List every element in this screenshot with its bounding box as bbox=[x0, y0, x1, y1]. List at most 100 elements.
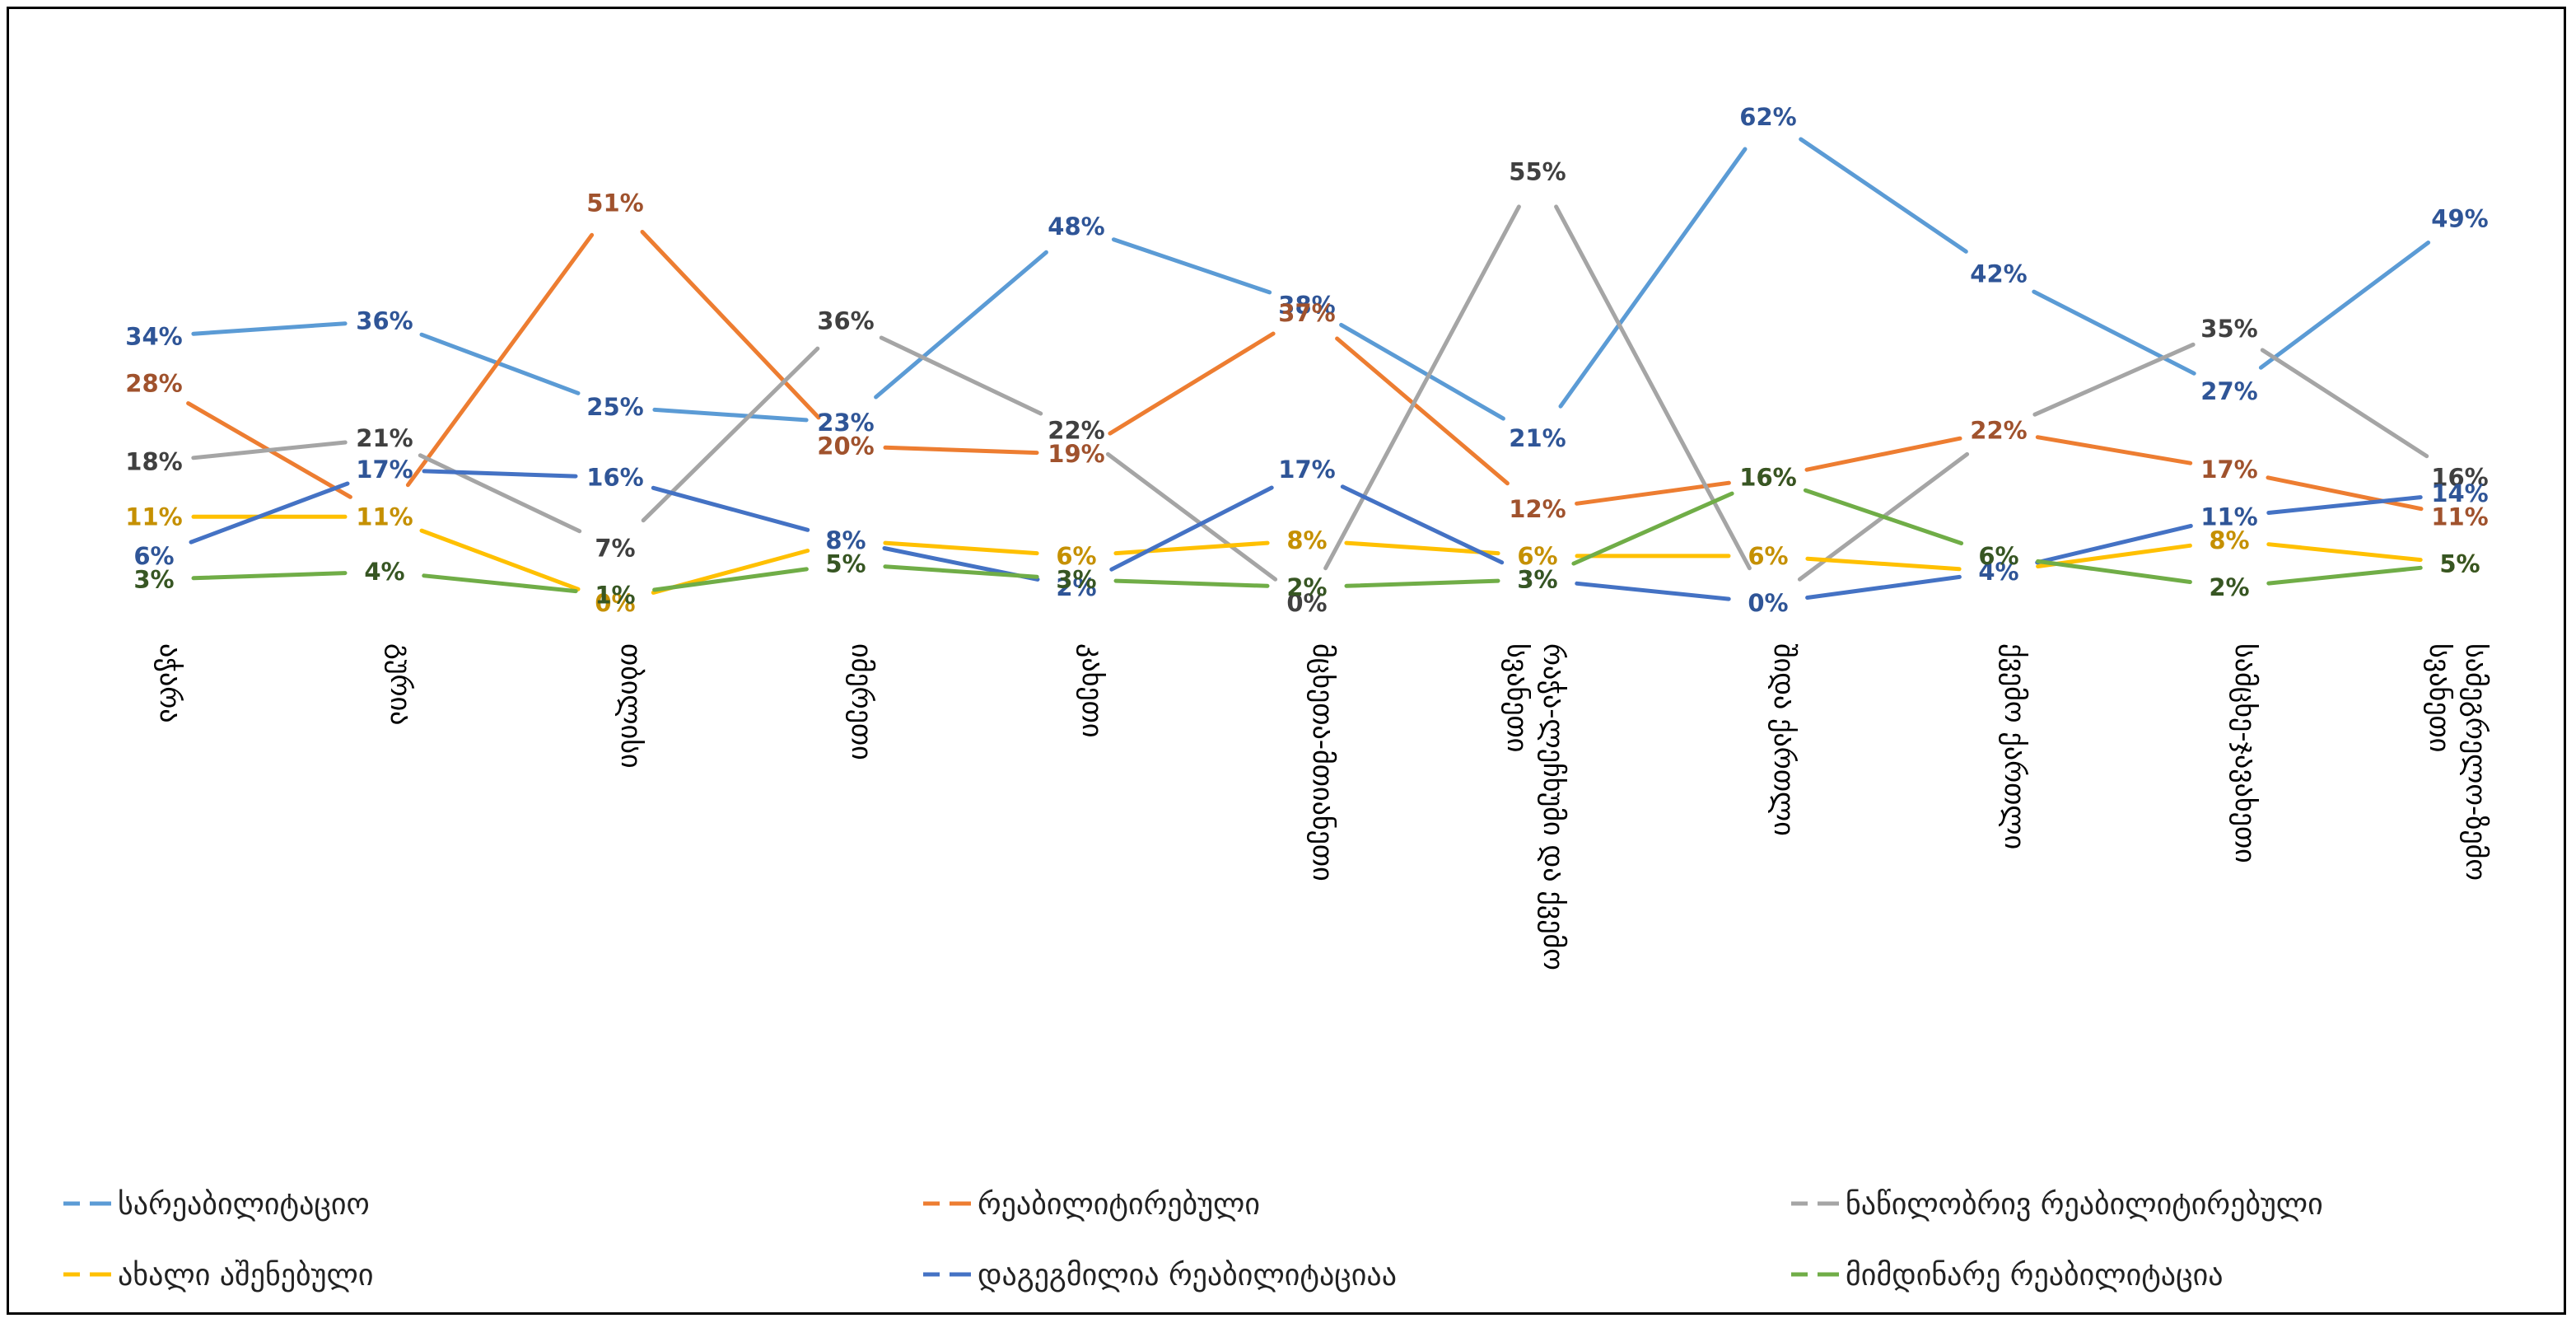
data-label: 34% bbox=[125, 322, 182, 350]
data-label: 1% bbox=[595, 581, 635, 609]
data-label: 36% bbox=[356, 306, 413, 334]
data-label: 42% bbox=[1970, 259, 2027, 288]
data-label: 21% bbox=[1509, 424, 1566, 452]
x-axis: აჭარა გურია თბილისი იმერეთი კახეთი მცხეთა-მთი… bbox=[153, 643, 2492, 970]
data-label: 48% bbox=[1048, 213, 1104, 241]
data-label: 8% bbox=[2209, 526, 2249, 554]
series-0-segment-9 bbox=[2258, 241, 2431, 370]
legend-item-4: დაგეგმილია რეაბილიტაციაა bbox=[923, 1259, 1397, 1293]
series-0-segment-4 bbox=[1111, 237, 1272, 295]
series-lines bbox=[186, 137, 2431, 601]
series-3-segment-1 bbox=[419, 528, 581, 591]
data-label: 25% bbox=[586, 393, 643, 421]
data-label: 5% bbox=[2439, 549, 2480, 577]
series-5-segment-0 bbox=[191, 571, 348, 581]
series-5-segment-2 bbox=[652, 567, 809, 592]
series-line-5 bbox=[191, 488, 2423, 594]
data-label: 28% bbox=[125, 370, 182, 398]
data-label: 62% bbox=[1739, 103, 1796, 131]
data-label: 16% bbox=[2431, 464, 2488, 492]
series-5-segment-1 bbox=[422, 573, 578, 594]
data-label: 22% bbox=[1048, 417, 1104, 445]
legend-item-0: სარეაბილიტაციო bbox=[63, 1188, 370, 1222]
data-label: 11% bbox=[2200, 503, 2257, 531]
data-label: 11% bbox=[356, 503, 413, 531]
legend-label: ნაწილობრივ რეაბილიტირებული bbox=[1846, 1188, 2323, 1222]
series-2-segment-2 bbox=[641, 346, 820, 523]
series-line-0 bbox=[191, 137, 2431, 423]
series-2-segment-1 bbox=[418, 453, 582, 534]
data-label: 22% bbox=[1970, 417, 2027, 445]
series-line-2 bbox=[191, 204, 2429, 582]
x-tick-label: რაჭა-ლეჩხუმი და ქვემოსვანეთი bbox=[1500, 643, 1570, 970]
series-4-segment-2 bbox=[651, 485, 810, 532]
series-4-segment-7 bbox=[1805, 574, 1962, 600]
x-tick-label: ქვემო ქართლი bbox=[1998, 643, 2031, 849]
x-tick-label: იმერეთი bbox=[845, 643, 878, 760]
data-label: 16% bbox=[1739, 464, 1796, 492]
legend-label: მიმდინარე რეაბილიტაცია bbox=[1846, 1259, 2224, 1293]
line-chart: 34% 36% 25% 23% 48% 38% 21% 62% 42% 27% 49% 28% 51% 2… bbox=[63, 103, 2492, 1293]
data-labels: 34% 36% 25% 23% 48% 38% 21% 62% 42% 27% 49% 28% 51% 2… bbox=[125, 103, 2488, 617]
data-label: 7% bbox=[595, 534, 635, 562]
series-2-segment-9 bbox=[2260, 348, 2429, 459]
x-tick-label: აჭარა bbox=[153, 643, 186, 723]
series-5-segment-7 bbox=[1803, 488, 1964, 545]
data-label: 18% bbox=[125, 448, 182, 476]
data-label: 3% bbox=[1517, 565, 1557, 593]
data-label: 8% bbox=[825, 526, 866, 554]
data-label: 3% bbox=[133, 565, 174, 593]
series-1-segment-1 bbox=[405, 232, 595, 488]
series-line-1 bbox=[186, 230, 2424, 512]
data-label: 27% bbox=[2200, 377, 2257, 405]
x-tick-label: სამეგრელო-ზემოსვანეთი bbox=[2423, 643, 2492, 881]
data-label: 49% bbox=[2431, 205, 2488, 233]
series-3-segment-4 bbox=[1113, 540, 1270, 556]
data-label: 35% bbox=[2200, 315, 2257, 343]
series-0-segment-8 bbox=[2032, 289, 2196, 376]
data-label: 16% bbox=[586, 464, 643, 492]
data-label: 5% bbox=[2439, 549, 2480, 577]
data-label: 4% bbox=[364, 558, 404, 586]
legend-label: დაგეგმილია რეაბილიტაციაა bbox=[978, 1259, 1397, 1293]
series-5-segment-8 bbox=[2036, 559, 2192, 584]
x-tick-label: თბილისი bbox=[614, 643, 647, 769]
series-5-segment-9 bbox=[2266, 565, 2423, 586]
x-tick-label: შიდა ქართლი bbox=[1767, 643, 1800, 836]
x-tick-label: სამცხე-ჯავახეთი bbox=[2228, 643, 2261, 863]
series-0-segment-6 bbox=[1558, 147, 1748, 409]
series-3-segment-3 bbox=[883, 540, 1039, 556]
data-label: 16% bbox=[1739, 464, 1796, 492]
series-3-segment-7 bbox=[1805, 556, 1962, 572]
legend-item-5: მიმდინარე რეაბილიტაცია bbox=[1791, 1259, 2224, 1293]
series-line-4 bbox=[189, 469, 2423, 601]
data-label: 17% bbox=[1278, 456, 1335, 484]
data-label: 23% bbox=[817, 409, 874, 437]
data-label: 6% bbox=[1978, 542, 2018, 570]
series-3-segment-5 bbox=[1344, 540, 1500, 556]
x-tick-label: გურია bbox=[384, 643, 417, 725]
data-label: 36% bbox=[817, 306, 874, 334]
series-4-segment-8 bbox=[2035, 523, 2193, 565]
data-label: 51% bbox=[586, 189, 643, 217]
series-1-segment-5 bbox=[1335, 336, 1510, 486]
series-4-segment-9 bbox=[2266, 495, 2423, 515]
data-label: 3% bbox=[1056, 565, 1096, 593]
series-0-segment-3 bbox=[874, 250, 1048, 400]
series-5-segment-4 bbox=[1113, 578, 1270, 588]
series-0-segment-2 bbox=[652, 407, 809, 423]
series-1-segment-9 bbox=[2266, 475, 2424, 512]
data-label: 12% bbox=[1509, 495, 1566, 523]
legend-label: ახალი აშენებული bbox=[118, 1259, 373, 1293]
series-1-segment-2 bbox=[640, 230, 821, 420]
legend-item-1: რეაბილიტირებული bbox=[923, 1188, 1260, 1222]
series-3-segment-9 bbox=[2266, 542, 2423, 563]
series-5-segment-6 bbox=[1571, 491, 1734, 566]
series-4-segment-5 bbox=[1340, 484, 1505, 565]
data-label: 11% bbox=[2431, 503, 2488, 531]
series-0-segment-1 bbox=[419, 332, 581, 395]
data-label: 6% bbox=[1517, 542, 1557, 570]
data-label: 20% bbox=[817, 432, 874, 460]
x-tick-label: მცხეთა-მთიანეთი bbox=[1306, 643, 1339, 881]
series-2-segment-6 bbox=[1554, 204, 1752, 571]
